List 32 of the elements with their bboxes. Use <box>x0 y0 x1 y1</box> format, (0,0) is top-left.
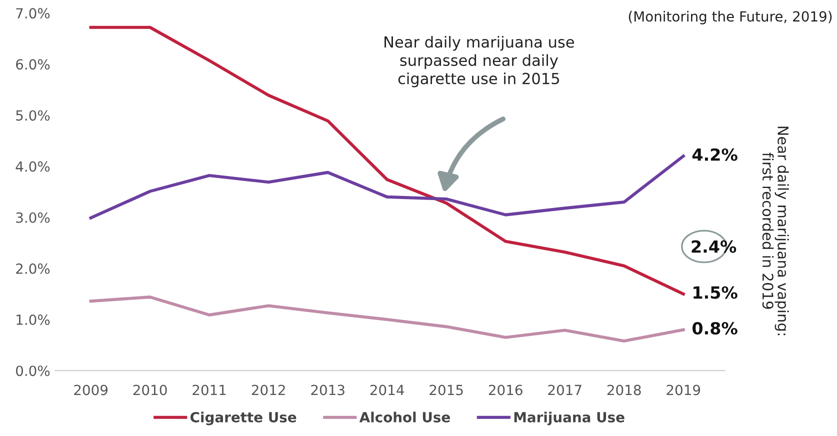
x-tick-label: 2011 <box>192 384 226 396</box>
legend-label: Alcohol Use <box>359 412 450 422</box>
x-tick-label: 2017 <box>548 384 582 396</box>
x-tick-label: 2016 <box>488 384 522 396</box>
legend-label: Marijuana Use <box>514 412 624 426</box>
x-tick-label: 2018 <box>607 384 641 396</box>
x-tick-label: 2010 <box>133 384 167 396</box>
text: Near daily marijuana vaping: first recorded in 2019 <box>762 126 789 336</box>
y-tick-label: 6.0% <box>16 59 50 70</box>
y-tick-label: 0.0% <box>16 366 50 376</box>
x-tick-label: 2012 <box>252 384 285 396</box>
data-label: 4.2% <box>692 148 738 161</box>
y-tick-label: 1.0% <box>16 314 50 325</box>
annotation: Near daily marijuana use surpassed near daily cigarette use in 2015 <box>384 36 574 88</box>
x-tick-label: 2019 <box>666 384 700 396</box>
annotation: (Monitoring the Future, 2019) <box>628 10 832 24</box>
y-tick-label: 4.0% <box>16 161 50 172</box>
legend-label: Cigarette Use <box>190 412 296 426</box>
y-tick-label: 3.0% <box>16 212 50 223</box>
x-tick-label: 2014 <box>370 384 404 396</box>
y-tick-label: 2.0% <box>16 263 50 274</box>
data-label: 1.5% <box>694 286 738 299</box>
line-series <box>89 26 685 296</box>
y-tick-label: 7.0% <box>16 8 50 19</box>
x-tick-label: 2013 <box>311 384 344 396</box>
y-tick-label: 5.0% <box>16 110 50 121</box>
data-label: 0.8% <box>692 322 738 335</box>
line-series <box>89 296 685 343</box>
x-tick-label: 2015 <box>430 384 463 396</box>
x-tick-label: 2009 <box>74 384 108 396</box>
annotation: 2.4% <box>692 240 736 253</box>
line-series <box>89 154 685 220</box>
